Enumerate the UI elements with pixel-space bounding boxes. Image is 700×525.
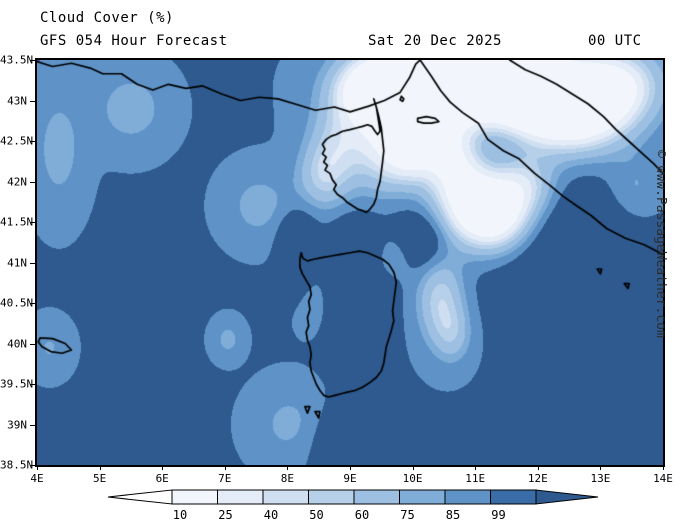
colorbar-legend: 10 25 40 50 60 75 85 99 <box>108 486 598 525</box>
colorbar-swatch <box>399 489 446 505</box>
x-axis-label: 5E <box>92 472 107 485</box>
colorbar-tick-label: 99 <box>491 508 506 522</box>
x-axis-label: 6E <box>155 472 169 485</box>
colorbar-over-arrow <box>535 489 598 505</box>
colorbar-under-arrow <box>108 489 173 505</box>
forecast-date-label: Sat 20 Dec 2025 <box>368 33 502 49</box>
forecast-time-label: 00 UTC <box>588 33 642 49</box>
y-axis-label: 43N <box>7 94 27 107</box>
colorbar-tick-label: 10 <box>172 508 188 522</box>
cloud-cover-heatmap <box>37 60 663 465</box>
y-axis-label: 38.5N <box>0 458 34 472</box>
y-axis-label: 40.5N <box>0 296 34 310</box>
colorbar-swatch <box>444 489 491 505</box>
y-axis-label: 41.5N <box>0 215 34 229</box>
colorbar-swatch <box>262 489 309 505</box>
x-axis-label: 14E <box>653 472 673 485</box>
x-axis-label: 12E <box>527 472 548 485</box>
colorbar-swatch <box>171 489 218 505</box>
colorbar-tick-label: 50 <box>309 508 324 522</box>
colorbar-swatch <box>353 489 400 505</box>
colorbar-tick-label: 60 <box>354 508 370 522</box>
copyright-watermark: © www.PassageWeather.com <box>653 150 668 338</box>
x-axis-label: 8E <box>280 472 295 485</box>
y-axis-label: 42N <box>7 175 27 188</box>
y-axis-label: 43.5N <box>0 53 34 67</box>
colorbar-swatch <box>217 489 264 505</box>
colorbar-swatch <box>308 489 355 505</box>
y-axis-label: 39.5N <box>0 377 34 391</box>
colorbar-swatch <box>490 489 537 505</box>
colorbar-tick-label: 40 <box>263 508 279 522</box>
x-axis-label: 10E <box>402 472 423 485</box>
forecast-model-label: GFS 054 Hour Forecast <box>40 33 228 49</box>
y-axis-label: 41N <box>7 256 27 269</box>
map-plot-area <box>35 58 665 467</box>
colorbar-tick-label: 25 <box>218 508 233 522</box>
x-axis-label: 4E <box>30 472 44 485</box>
x-axis-label: 7E <box>218 472 232 485</box>
colorbar-tick-label: 85 <box>445 508 461 522</box>
page-title: Cloud Cover (%) <box>40 10 174 26</box>
x-axis-label: 13E <box>590 472 611 485</box>
y-axis-label: 40N <box>7 337 27 350</box>
x-axis-label: 11E <box>465 472 486 485</box>
colorbar-tick-label: 75 <box>400 508 415 522</box>
y-axis-label: 39N <box>7 418 27 431</box>
x-axis-label: 9E <box>343 472 357 485</box>
y-axis-label: 42.5N <box>0 134 34 148</box>
